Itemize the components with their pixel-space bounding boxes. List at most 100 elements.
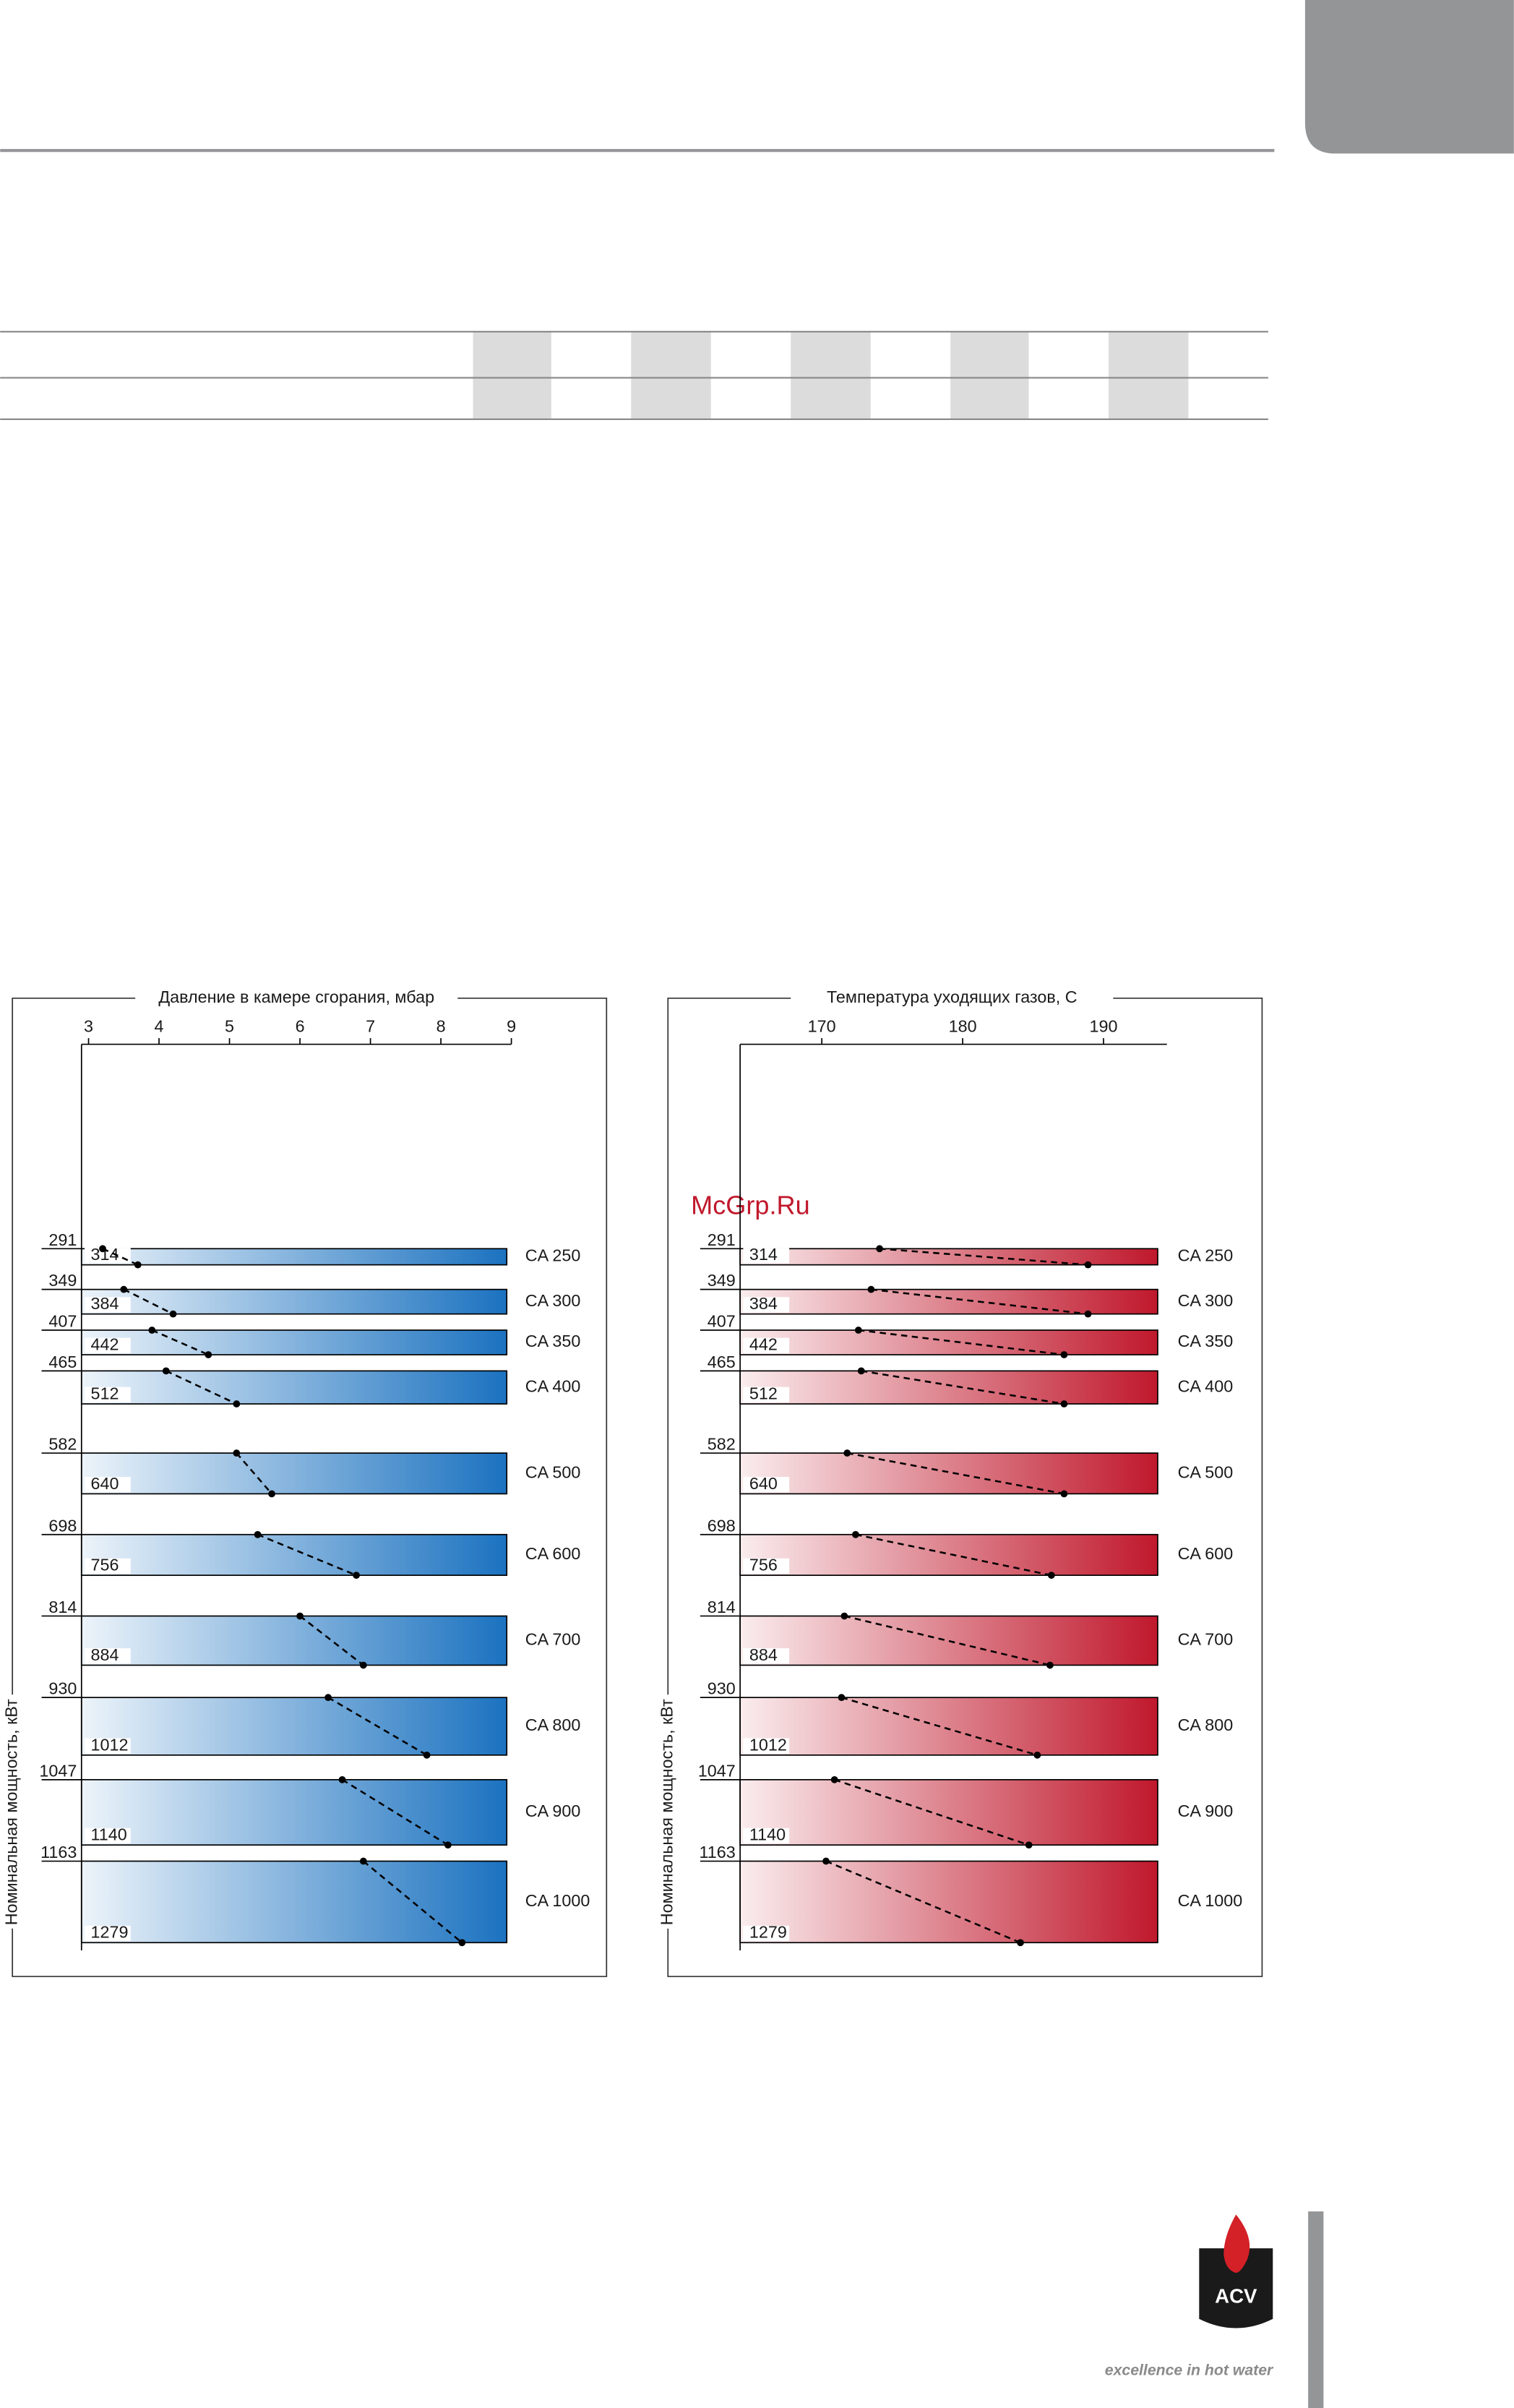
chart: Температура уходящих газов, С Номинальная…: [653, 987, 1263, 1977]
label-bg: [743, 1738, 790, 1754]
model-band: [739, 1860, 1158, 1944]
table-column: [631, 331, 711, 419]
model-band: [80, 1615, 508, 1666]
min-power-label: 465: [48, 1353, 77, 1371]
label-bg: [85, 1337, 131, 1353]
chart: Давление в камере сгорания, мбар Номиналь…: [0, 987, 608, 1977]
label-bg: [743, 1248, 790, 1264]
model-label: CA 300: [525, 1291, 581, 1310]
trend-line: [825, 1860, 1021, 1944]
trend-line: [871, 1288, 1088, 1315]
min-power-label: 349: [707, 1271, 736, 1290]
x-axis-title: Давление в камере сгорания, мбар: [158, 987, 434, 1006]
min-power-label: 698: [48, 1516, 77, 1535]
label-bg: [85, 1387, 131, 1402]
label-bg: [743, 1648, 790, 1664]
label-bg: [743, 1477, 790, 1493]
table-column: [950, 331, 1029, 419]
model-band: [80, 1248, 508, 1266]
x-tick-label: 3: [84, 1016, 93, 1035]
min-power-label: 349: [48, 1271, 77, 1290]
trend-line: [834, 1778, 1030, 1846]
label-bg: [743, 1925, 790, 1942]
data-point: [852, 1530, 859, 1538]
max-power-label: 384: [749, 1294, 778, 1313]
model-label: CA 500: [525, 1462, 581, 1481]
min-power-label: 1047: [39, 1761, 77, 1780]
logo-slogan: excellence in hot water: [1105, 2362, 1274, 2379]
watermark: McGrp.Ru: [691, 1190, 810, 1220]
data-point: [1047, 1572, 1055, 1579]
trend-line: [858, 1329, 1064, 1356]
min-power-label: 465: [707, 1353, 736, 1371]
x-tick-label: 6: [296, 1016, 305, 1035]
data-point: [857, 1367, 865, 1375]
trend-line: [123, 1288, 174, 1315]
data-point: [359, 1661, 367, 1669]
label-bg: [743, 1828, 790, 1844]
model-band: [80, 1452, 508, 1495]
label-bg: [85, 1738, 131, 1754]
data-point: [822, 1857, 830, 1865]
table-column: [473, 331, 551, 419]
min-power-label: 814: [48, 1598, 77, 1616]
trend-line: [841, 1696, 1038, 1757]
model-label: CA 800: [1178, 1715, 1234, 1734]
min-power-label: 291: [707, 1230, 736, 1249]
min-power-label: 930: [48, 1679, 77, 1698]
data-point: [324, 1694, 332, 1702]
label-bg: [743, 1297, 790, 1313]
min-power-label: 407: [48, 1312, 77, 1331]
table-column: [1108, 331, 1189, 419]
max-power-label: 512: [91, 1384, 119, 1402]
section-tab: [1304, 0, 1514, 154]
model-label: CA 900: [1178, 1801, 1234, 1820]
x-tick-label: 180: [949, 1016, 977, 1035]
x-tick-label: 170: [808, 1016, 836, 1035]
model-band: [739, 1248, 1158, 1266]
label-bg: [743, 1387, 790, 1402]
max-power-label: 1140: [749, 1825, 786, 1844]
x-axis-title: Температура уходящих газов, С: [827, 987, 1078, 1006]
x-tick-label: 9: [507, 1016, 516, 1035]
min-power-label: 698: [707, 1516, 736, 1535]
model-label: CA 400: [525, 1376, 581, 1395]
label-bg: [85, 1925, 131, 1942]
data-point: [840, 1612, 848, 1620]
trend-line: [861, 1370, 1064, 1405]
y-axis-title: Номинальная мощность, кВт: [1, 1699, 20, 1925]
label-bg: [85, 1648, 131, 1664]
model-label: CA 350: [525, 1332, 581, 1350]
data-point: [120, 1285, 128, 1293]
model-label: CA 700: [1178, 1630, 1234, 1649]
max-power-label: 314: [749, 1245, 778, 1264]
max-power-label: 1012: [749, 1735, 787, 1754]
trend-line: [855, 1533, 1052, 1577]
model-label: CA 400: [1178, 1376, 1234, 1395]
table-column: [791, 331, 871, 419]
max-power-label: 1012: [91, 1735, 129, 1754]
model-label: CA 500: [1178, 1462, 1234, 1481]
min-power-label: 1163: [40, 1843, 77, 1861]
trend-line: [327, 1697, 428, 1756]
label-bg: [85, 1558, 131, 1574]
model-label: CA 250: [1178, 1246, 1234, 1265]
model-band: [739, 1778, 1158, 1846]
data-point: [148, 1327, 156, 1334]
data-point: [1060, 1400, 1068, 1407]
model-band: [739, 1370, 1158, 1405]
x-tick-label: 7: [366, 1016, 375, 1035]
trend-line: [879, 1248, 1088, 1266]
label-bg: [743, 1337, 790, 1353]
max-power-label: 1140: [91, 1825, 127, 1844]
x-tick-label: 4: [155, 1016, 164, 1035]
model-band: [80, 1697, 508, 1756]
data-point: [843, 1449, 851, 1457]
model-label: CA 900: [525, 1801, 581, 1820]
data-point: [876, 1245, 883, 1253]
max-power-label: 384: [91, 1294, 119, 1313]
model-label: CA 800: [525, 1715, 581, 1734]
max-power-label: 756: [91, 1556, 119, 1574]
